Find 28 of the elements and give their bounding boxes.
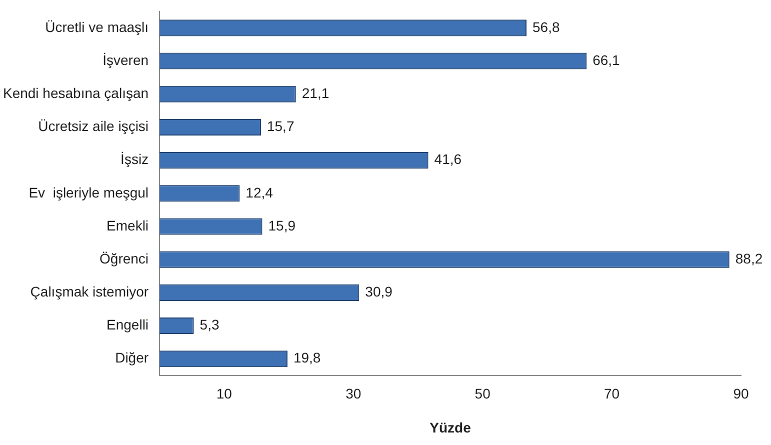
y-tick-label: Ücretli ve maaşlı [45, 18, 149, 35]
y-tick-label: Çalışmak istemiyor [30, 284, 149, 300]
y-tick-label: Diğer [115, 350, 149, 366]
x-tick-label: 70 [604, 386, 620, 402]
data-label: 15,9 [268, 217, 296, 234]
y-tick-label: Ücretsiz aile işçisi [38, 118, 149, 134]
y-tick-label: Emekli [106, 217, 149, 234]
y-tick-label: İşsiz [120, 151, 149, 168]
data-label: 21,1 [302, 84, 330, 101]
data-label: 56,8 [532, 18, 560, 35]
x-tick-label: 50 [474, 386, 491, 402]
y-tick-label: İşveren [102, 52, 149, 68]
data-label: 30,9 [365, 284, 393, 300]
y-tick-label: Öğrenci [100, 250, 149, 266]
x-tick-label: 10 [216, 386, 232, 402]
x-axis-title: Yüzde [430, 419, 472, 436]
data-label: 66,1 [592, 52, 620, 68]
y-tick-label: Ev işleriyle meşgul [28, 184, 149, 200]
x-tick-label: 90 [733, 386, 749, 402]
data-label: 5,3 [200, 316, 220, 333]
data-label: 41,6 [434, 151, 462, 168]
x-tick-label: 30 [346, 386, 362, 402]
data-label: 12,4 [246, 184, 274, 200]
y-tick-label: Engelli [106, 316, 149, 333]
data-label: 88,2 [735, 250, 763, 266]
y-tick-label: Kendi hesabına çalışan [2, 84, 149, 101]
data-label: 19,8 [293, 350, 321, 366]
data-label: 15,7 [266, 118, 294, 134]
